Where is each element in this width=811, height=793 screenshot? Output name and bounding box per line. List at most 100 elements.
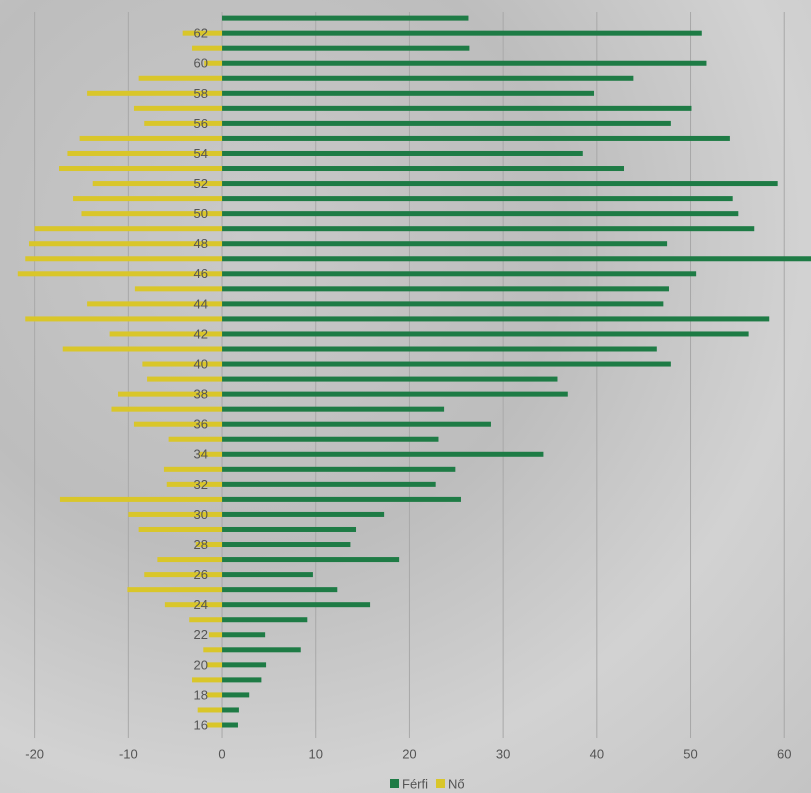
bar	[222, 512, 384, 517]
bar	[209, 632, 222, 637]
legend-swatch	[390, 779, 399, 788]
bar	[25, 256, 222, 261]
bar	[144, 121, 222, 126]
y-tick-label: 40	[194, 356, 208, 371]
legend-label: Nő	[448, 776, 465, 791]
bar	[222, 136, 730, 141]
bar	[222, 76, 633, 81]
bar	[222, 572, 313, 577]
bar	[25, 316, 222, 321]
bar	[222, 527, 356, 532]
bar	[222, 46, 469, 51]
bar	[142, 362, 222, 367]
bar	[222, 61, 706, 66]
y-tick-label: 38	[194, 387, 208, 402]
bar	[222, 723, 238, 728]
bar	[35, 226, 222, 231]
y-tick-label: 54	[194, 146, 208, 161]
bar	[222, 557, 399, 562]
bar	[222, 692, 249, 697]
x-tick-label: 0	[218, 746, 225, 761]
bar	[222, 617, 307, 622]
bar	[192, 46, 222, 51]
y-tick-label: 50	[194, 206, 208, 221]
bar	[222, 121, 671, 126]
y-tick-label: 60	[194, 56, 208, 71]
y-tick-label: 32	[194, 477, 208, 492]
bar	[222, 286, 669, 291]
bar	[135, 286, 222, 291]
bar	[192, 677, 222, 682]
bar	[222, 181, 778, 186]
page: -20-100102030405060161820222426283032343…	[0, 0, 811, 793]
bar	[222, 377, 557, 382]
x-tick-label: -10	[119, 746, 138, 761]
y-tick-label: 42	[194, 326, 208, 341]
bar	[134, 422, 222, 427]
bar	[59, 166, 222, 171]
bar	[222, 707, 239, 712]
bar	[222, 196, 733, 201]
bar	[222, 632, 265, 637]
bar	[222, 347, 657, 352]
bar	[222, 677, 261, 682]
bar	[222, 301, 663, 306]
bar	[222, 422, 491, 427]
bar	[222, 241, 667, 246]
bar	[157, 557, 222, 562]
bar	[222, 211, 738, 216]
y-tick-label: 58	[194, 86, 208, 101]
y-tick-label: 34	[194, 447, 208, 462]
y-tick-label: 30	[194, 507, 208, 522]
legend-swatch	[436, 779, 445, 788]
bar	[222, 407, 444, 412]
bar	[222, 151, 583, 156]
bar	[222, 497, 461, 502]
bar	[198, 707, 222, 712]
bar	[222, 602, 370, 607]
y-tick-label: 36	[194, 417, 208, 432]
bar	[139, 527, 222, 532]
bar	[144, 572, 222, 577]
bar	[203, 647, 222, 652]
bar	[147, 377, 222, 382]
y-tick-label: 62	[194, 26, 208, 41]
bar	[222, 587, 337, 592]
bar	[222, 482, 436, 487]
bar	[222, 226, 754, 231]
x-tick-label: -20	[25, 746, 44, 761]
bar	[222, 256, 811, 261]
bar	[63, 347, 222, 352]
bar	[189, 617, 222, 622]
bar	[222, 271, 696, 276]
bar	[222, 437, 438, 442]
y-tick-label: 46	[194, 266, 208, 281]
bar	[222, 91, 594, 96]
bar	[207, 662, 222, 667]
bar	[222, 16, 468, 21]
bar	[207, 723, 222, 728]
bar	[222, 362, 671, 367]
y-tick-label: 26	[194, 567, 208, 582]
y-tick-label: 20	[194, 657, 208, 672]
bar	[127, 587, 222, 592]
bar	[73, 196, 222, 201]
legend-label: Férfi	[402, 776, 428, 791]
x-tick-label: 30	[496, 746, 510, 761]
bar	[169, 437, 222, 442]
bar	[222, 647, 301, 652]
bar	[60, 497, 222, 502]
y-tick-label: 28	[194, 537, 208, 552]
bar	[222, 316, 769, 321]
bar	[222, 542, 350, 547]
bar	[222, 31, 702, 36]
x-tick-label: 10	[309, 746, 323, 761]
x-tick-label: 50	[683, 746, 697, 761]
bar	[222, 662, 266, 667]
bar	[139, 76, 222, 81]
bar	[222, 467, 455, 472]
chart: -20-100102030405060161820222426283032343…	[0, 0, 811, 793]
y-tick-label: 24	[194, 597, 208, 612]
bar	[222, 166, 624, 171]
x-tick-label: 40	[590, 746, 604, 761]
